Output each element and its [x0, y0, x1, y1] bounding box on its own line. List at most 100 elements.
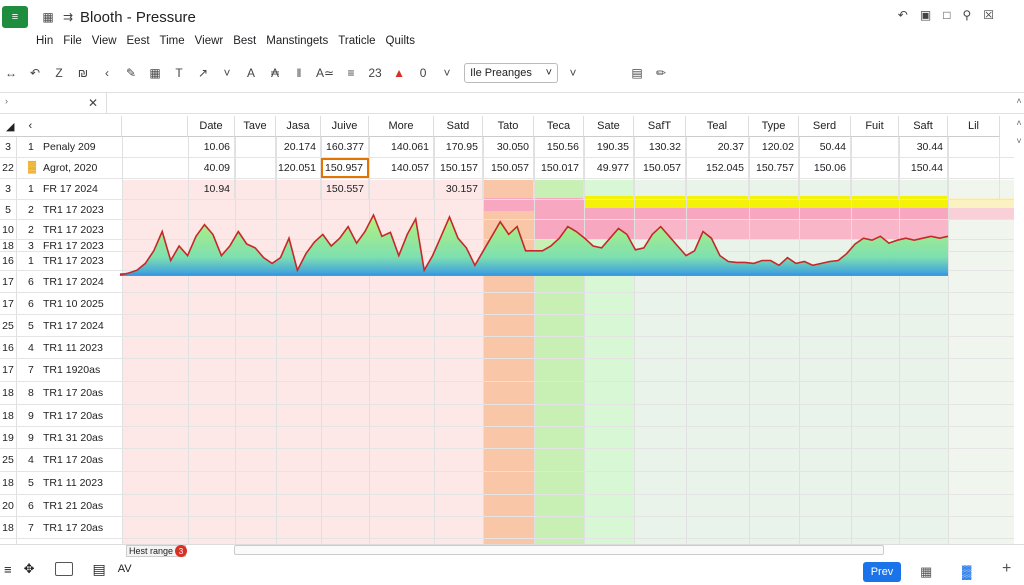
table-cell[interactable] — [235, 137, 276, 157]
chevron-left-icon[interactable]: ‹ — [105, 66, 109, 80]
row-number[interactable]: 16 — [2, 341, 14, 354]
triangle-icon[interactable]: ▲ — [393, 66, 405, 80]
table-cell[interactable] — [799, 179, 851, 199]
menu-item[interactable]: Hin — [36, 35, 54, 47]
table-cell[interactable]: 150.957 — [321, 158, 369, 178]
row-number[interactable]: 10 — [2, 223, 14, 236]
menu-item[interactable]: Quilts — [385, 35, 415, 47]
table-cell[interactable]: 150.44 — [899, 158, 948, 178]
menu-item[interactable]: Eest — [126, 35, 150, 47]
share-icon[interactable]: ⚲ — [962, 8, 972, 22]
table-cell[interactable] — [276, 179, 321, 199]
row-number[interactable]: 18 — [2, 239, 14, 252]
table-cell[interactable]: 20.174 — [276, 137, 321, 157]
table-cell[interactable] — [686, 179, 749, 199]
menu-item[interactable]: Time — [159, 35, 185, 47]
table-cell[interactable] — [899, 179, 948, 199]
table-cell[interactable]: 120.051 — [276, 158, 321, 178]
row-number[interactable]: 17 — [2, 364, 14, 376]
menu-item[interactable]: File — [63, 35, 82, 47]
row-label[interactable]: TR1 31 20as — [43, 431, 104, 444]
table-cell[interactable] — [584, 179, 634, 199]
table-cell[interactable]: 150.56 — [534, 137, 584, 157]
table-cell[interactable] — [235, 158, 276, 178]
comment-icon[interactable]: □ — [943, 8, 951, 22]
row-label[interactable]: TR1 17 20as — [43, 521, 104, 534]
text-icon[interactable]: T — [175, 66, 183, 80]
chevron-down-icon[interactable]: ˅ — [443, 66, 451, 80]
row-number[interactable]: 25 — [2, 319, 14, 332]
column-header[interactable]: Satd — [434, 116, 483, 137]
table-cell[interactable] — [851, 137, 899, 157]
columns-icon[interactable]: ‖ — [296, 66, 302, 80]
table-cell[interactable]: 30.44 — [899, 137, 948, 157]
row-number[interactable]: 20 — [2, 499, 14, 512]
font-color-icon[interactable]: A — [246, 66, 255, 80]
column-header[interactable]: Teca — [534, 116, 584, 137]
column-header[interactable]: Date — [188, 116, 235, 137]
table-cell[interactable]: 30.157 — [434, 179, 483, 199]
column-header[interactable]: Fuit — [851, 116, 899, 137]
row-number[interactable]: 16 — [2, 255, 14, 267]
sheet-doc-icon[interactable]: ▤ — [92, 560, 106, 577]
column-header-blank[interactable] — [122, 116, 188, 137]
row-number[interactable]: 3 — [5, 141, 11, 153]
menu-item[interactable]: Traticle — [338, 35, 376, 47]
menu-item[interactable]: Viewr — [194, 35, 224, 47]
pen-icon[interactable]: ✎ — [125, 66, 137, 80]
row-number[interactable]: 17 — [2, 275, 14, 288]
row-number[interactable]: 5 — [5, 203, 11, 216]
menu-item[interactable]: Manstingets — [266, 35, 329, 47]
app-logo[interactable]: ≡ — [2, 6, 28, 28]
currency-icon[interactable]: ₳ — [270, 66, 279, 80]
table-cell[interactable]: 150.017 — [534, 158, 584, 178]
row-label[interactable]: TR1 17 2024 — [43, 275, 104, 288]
column-header[interactable]: More — [369, 116, 434, 137]
menu-item[interactable]: View — [91, 35, 117, 47]
document-title[interactable]: Blooth - Pressure — [80, 8, 196, 26]
column-header[interactable]: Serd — [799, 116, 851, 137]
scroll-down-icon[interactable]: ˅ — [1016, 136, 1022, 146]
table-cell[interactable] — [235, 179, 276, 199]
sheet-box-icon[interactable] — [54, 562, 73, 576]
column-header[interactable]: Teal — [686, 116, 749, 137]
table-cell[interactable]: 50.44 — [799, 137, 851, 157]
row-number[interactable]: 19 — [2, 431, 14, 444]
chevron-left-icon[interactable]: ‹ — [28, 120, 33, 132]
table-cell[interactable]: 10.06 — [188, 137, 235, 157]
row-number[interactable]: 18 — [2, 387, 14, 399]
table-cell[interactable] — [369, 179, 434, 199]
table-cell[interactable]: 160.377 — [321, 137, 369, 157]
table-cell[interactable] — [948, 179, 1000, 199]
table-cell[interactable]: 150.757 — [749, 158, 799, 178]
column-header[interactable]: Saft — [899, 116, 948, 137]
table-cell[interactable]: 10.94 — [188, 179, 235, 199]
scroll-up-icon[interactable]: ˄ — [1016, 96, 1022, 106]
undo-arrow-icon[interactable]: ↶ — [897, 8, 908, 22]
name-box[interactable]: › ✕ — [0, 93, 107, 113]
font-size-value[interactable]: 23 — [368, 66, 382, 80]
zoom-icon[interactable]: Z — [55, 66, 63, 80]
row-label[interactable]: FR1 17 2023 — [43, 239, 104, 252]
borders-icon[interactable]: ▦ — [149, 66, 161, 80]
vertical-scrollbar[interactable]: ˄ ˄ ˅ — [1014, 96, 1024, 544]
row-label[interactable]: Agrot, 2020 — [43, 162, 98, 174]
row-number[interactable]: 3 — [5, 183, 11, 195]
align-icon[interactable]: ≡ — [347, 66, 355, 80]
row-label[interactable]: TR1 17 2023 — [43, 223, 104, 236]
row-number[interactable]: 18 — [2, 409, 14, 422]
row-label[interactable]: TR1 17 20as — [43, 454, 104, 466]
bars-icon[interactable]: ▓ — [962, 564, 972, 579]
row-label[interactable]: TR1 11 2023 — [43, 477, 103, 489]
formula-input[interactable] — [108, 93, 1014, 113]
paint-format-icon[interactable]: ₪ — [77, 66, 89, 80]
column-header[interactable]: SafT — [634, 116, 686, 137]
table-cell[interactable] — [634, 179, 686, 199]
close-icon[interactable]: ✕ — [87, 96, 98, 110]
row-number[interactable]: 22 — [2, 162, 14, 174]
table-cell[interactable] — [483, 179, 534, 199]
column-header[interactable]: Tato — [483, 116, 534, 137]
grid-view-icon[interactable]: ▦ — [42, 10, 54, 24]
column-header[interactable]: Type — [749, 116, 799, 137]
row-label[interactable]: TR1 11 2023 — [43, 341, 103, 354]
